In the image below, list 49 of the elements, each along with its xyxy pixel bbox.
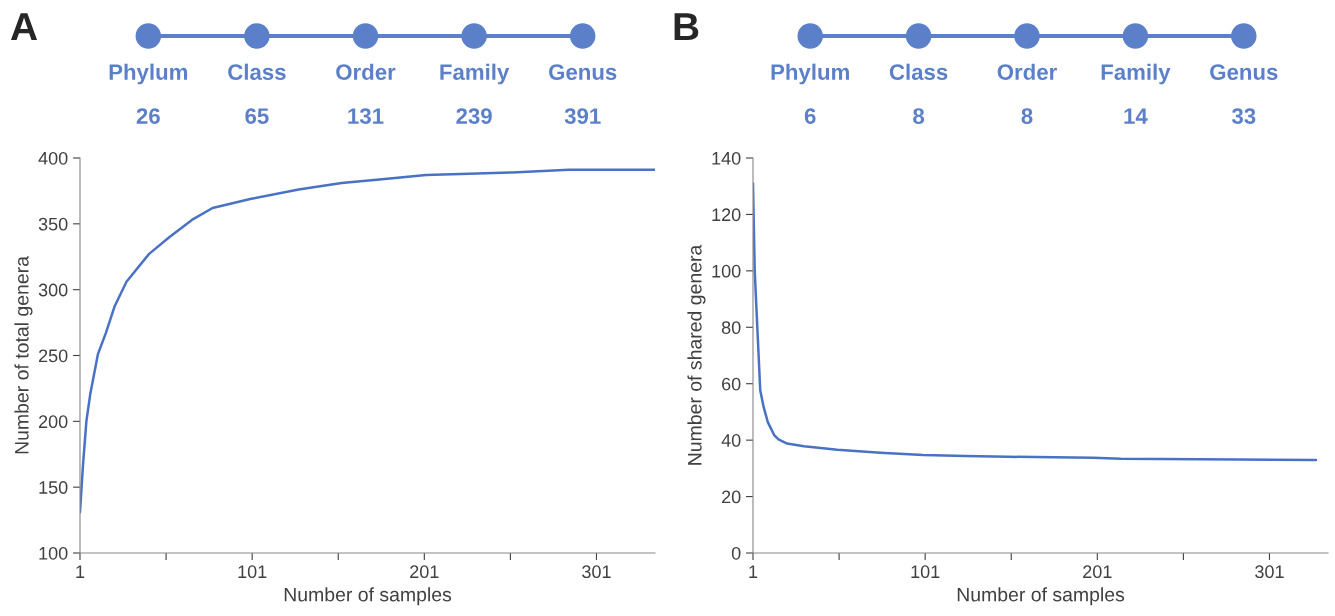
y-tick-label: 400 [38,151,68,165]
data-label: 391 [564,108,601,124]
data-label: 26 [136,108,160,124]
x-tick-label: 201 [1083,565,1112,579]
x-tick-label: 101 [911,565,940,579]
y-tick-label: 150 [39,481,68,494]
y-tick-label: 120 [712,208,741,222]
category-label: Class [228,63,286,80]
category-label: Family [1101,63,1171,85]
category-label: Genus [549,64,617,80]
data-label: 131 [348,108,384,124]
x-tick-label: 301 [1255,565,1284,579]
category-label: Phylum [109,63,188,85]
x-tick-label: 1 [76,565,85,578]
y-tick-label: 300 [38,283,68,297]
x-tick-label: 201 [410,565,439,579]
y-tick-label: 100 [39,546,68,560]
data-label: 14 [1124,108,1148,124]
category-label: Order [997,63,1057,80]
category-label: Genus [1210,64,1278,80]
data-label: 239 [456,108,492,124]
y-tick-label: 100 [712,264,741,278]
y-tick-label: 350 [38,217,68,231]
x-axis-title: Number of samples [957,587,1125,606]
data-label: 65 [245,108,269,124]
y-axis-title: Number of total genera [14,256,33,454]
y-tick-label: 0 [731,546,741,560]
y-tick-label: 250 [38,349,68,363]
category-label: Phylum [771,63,849,85]
y-tick-label: 40 [721,434,741,447]
category-label: Class [889,63,948,80]
x-tick-label: 101 [238,565,267,579]
data-label: 8 [913,108,925,124]
category-label: Order [336,63,396,80]
y-axis-title: Number of shared genera [687,244,706,465]
x-axis-title: Number of samples [284,587,452,606]
text: A [10,13,38,41]
text: B [674,13,699,41]
category-label: Family [440,63,510,85]
y-tick-label: 80 [721,321,741,335]
data-label: 8 [1021,108,1033,124]
x-tick-label: 1 [749,565,758,578]
y-tick-label: 140 [712,151,741,165]
y-tick-label: 60 [722,377,741,391]
x-tick-label: 301 [582,565,611,579]
y-tick-label: 20 [722,490,741,504]
y-tick-label: 200 [38,415,68,429]
data-label: 6 [804,108,816,124]
data-label: 33 [1231,108,1256,124]
